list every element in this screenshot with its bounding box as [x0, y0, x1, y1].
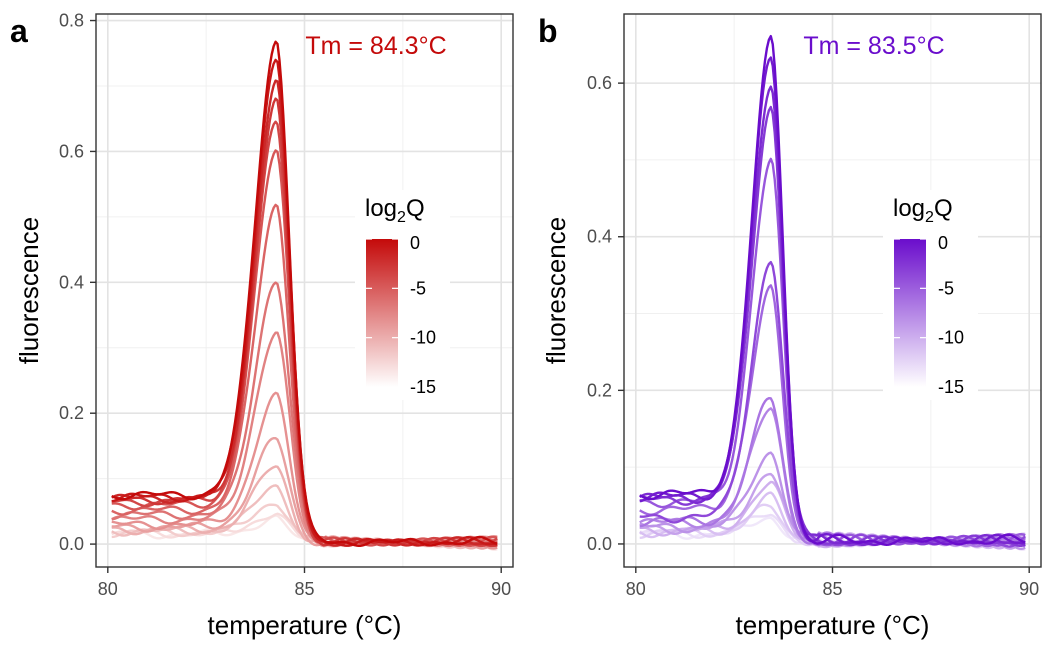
y-tick-label: 0.6	[587, 73, 612, 93]
x-axis-title: temperature (°C)	[736, 610, 930, 640]
tm-annotation: Tm = 84.3°C	[305, 32, 446, 60]
x-tick-label: 80	[626, 579, 646, 599]
colorbar	[366, 239, 398, 387]
y-tick-label: 0.4	[59, 272, 84, 292]
y-axis-title: fluorescence	[14, 217, 44, 364]
x-tick-label: 90	[1019, 579, 1039, 599]
legend-tick-label: -10	[410, 328, 436, 348]
y-tick-label: 0.0	[587, 534, 612, 554]
legend-tick-label: -10	[938, 328, 964, 348]
panel-a: 0.0 0.2 0.4 0.6 0.8 80 85 90 temperature (°C) flu…	[10, 11, 514, 640]
colorbar	[894, 239, 926, 387]
legend-tick-label: 0	[938, 233, 948, 253]
tm-annotation: Tm = 83.5°C	[803, 32, 944, 60]
y-tick-label: 0.2	[59, 403, 84, 423]
series-lines	[111, 40, 499, 551]
panel-tag: b	[538, 13, 558, 49]
series-line-log2q-0	[111, 40, 498, 547]
x-tick-label: 85	[294, 579, 314, 599]
legend-tick-label: 0	[410, 233, 420, 253]
legend-tick-label: -15	[938, 377, 964, 397]
x-axis-title: temperature (°C)	[208, 610, 402, 640]
series-lines	[639, 34, 1027, 551]
x-tick-label: 80	[98, 579, 118, 599]
y-tick-label: 0.2	[587, 380, 612, 400]
series-line-log2q-m4	[639, 260, 1027, 548]
series-line-log2q-0	[639, 34, 1026, 546]
y-tick-label: 0.8	[59, 11, 84, 31]
panel-tag: a	[10, 13, 28, 49]
legend-tick-label: -15	[410, 377, 436, 397]
y-tick-label: 0.0	[59, 534, 84, 554]
y-axis-title: fluorescence	[541, 217, 571, 364]
y-tick-label: 0.4	[587, 227, 612, 247]
colorbar-legend: log2Q 0 -5 -10 -15	[883, 190, 978, 400]
legend-title: log2Q	[893, 195, 953, 226]
panel-b: 0.0 0.2 0.4 0.6 80 85 90 temperature (°C) fluore…	[538, 13, 1042, 640]
colorbar-legend: log2Q 0 -5 -10 -15	[355, 190, 450, 400]
y-tick-label: 0.6	[59, 141, 84, 161]
x-tick-label: 90	[491, 579, 511, 599]
legend-tick-label: -5	[938, 278, 954, 298]
legend-title: log2Q	[365, 195, 425, 226]
legend-tick-label: -5	[410, 278, 426, 298]
grid	[96, 14, 513, 567]
x-tick-label: 85	[822, 579, 842, 599]
